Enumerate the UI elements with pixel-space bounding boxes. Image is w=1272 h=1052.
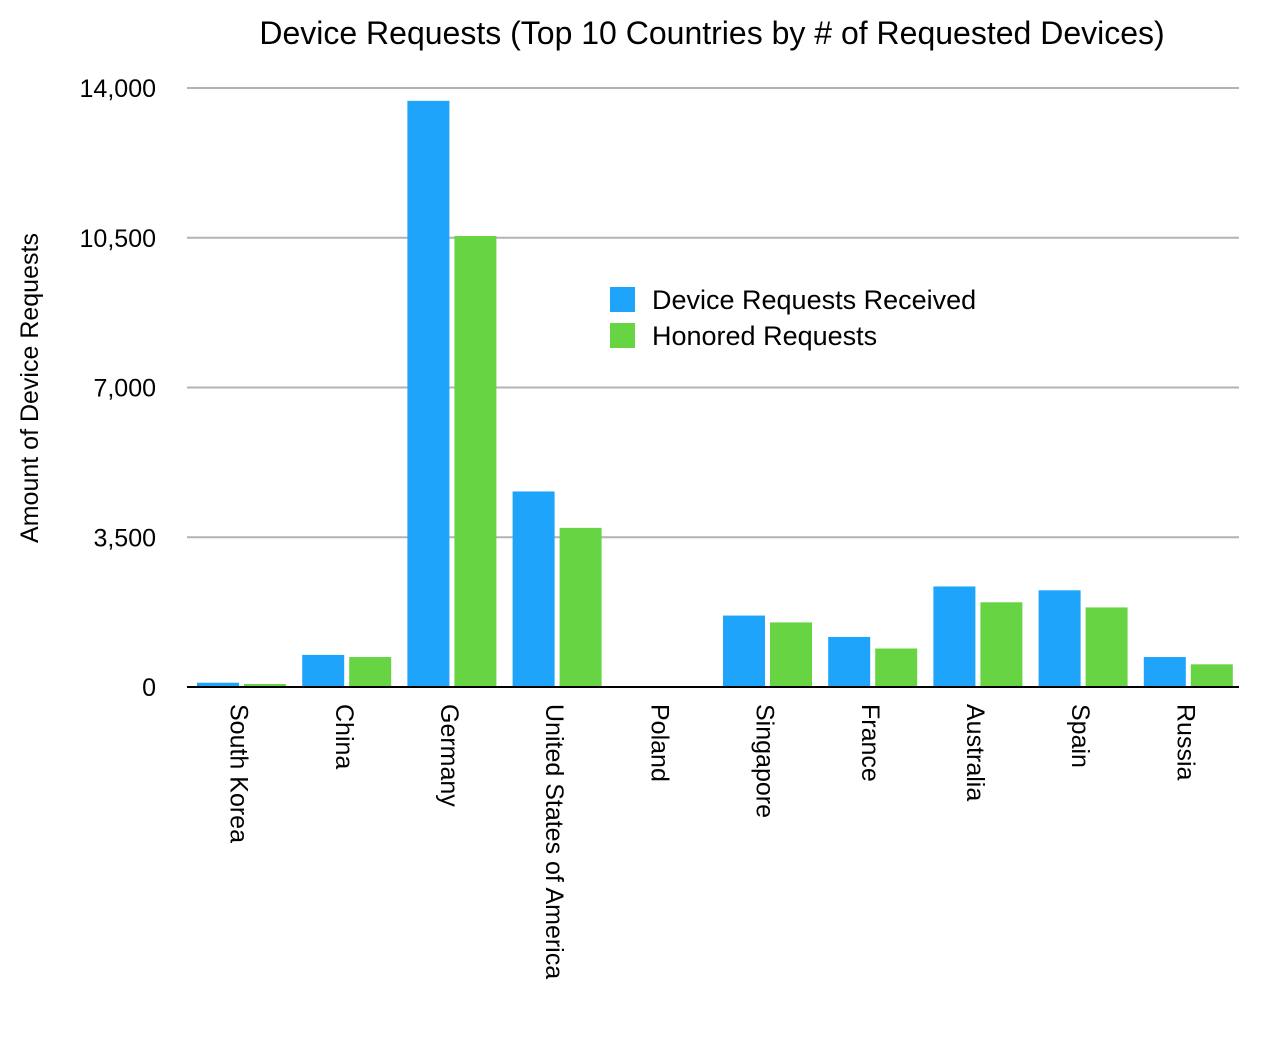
x-tick-label: South Korea	[225, 704, 253, 843]
y-tick-label: 0	[142, 674, 156, 702]
bar	[559, 527, 602, 687]
x-tick-label: Poland	[645, 704, 673, 782]
bar	[828, 636, 871, 687]
bar	[407, 100, 450, 688]
bar	[1143, 657, 1186, 687]
bar	[1038, 590, 1081, 687]
bars	[197, 100, 1233, 688]
y-tick-label: 3,500	[93, 524, 156, 552]
x-tick-label: Spain	[1066, 704, 1094, 768]
chart-title: Device Requests (Top 10 Countries by # o…	[259, 15, 1164, 51]
x-tick-label: United States of America	[540, 704, 568, 979]
x-tick-label: Russia	[1171, 704, 1199, 781]
legend-swatch	[610, 287, 635, 312]
x-tick-label: Singapore	[751, 704, 779, 818]
bar	[454, 236, 497, 687]
y-tick-label: 10,500	[80, 225, 156, 253]
x-tick-label: Germany	[435, 704, 463, 807]
bar	[349, 657, 392, 687]
category-labels: South Korea China Germany United States of …	[225, 704, 1200, 979]
y-axis-label: Amount of Device Requests	[16, 233, 44, 543]
x-tick-label: China	[330, 704, 358, 769]
y-tick-label: 14,000	[80, 75, 156, 103]
x-tick-label: Australia	[961, 704, 989, 801]
bar	[244, 684, 286, 687]
bar	[933, 586, 976, 687]
bar	[1085, 607, 1128, 687]
bar	[302, 654, 345, 687]
bar	[875, 648, 918, 687]
legend-label: Honored Requests	[652, 321, 877, 351]
bar	[1190, 664, 1233, 687]
y-axis-ticks: 0 3,500 7,000 10,500 14,000	[80, 75, 156, 702]
legend: Device Requests Received Honored Requests	[610, 285, 976, 351]
bar	[980, 602, 1023, 687]
x-tick-label: France	[856, 704, 884, 782]
bar	[512, 491, 555, 687]
bar	[770, 622, 812, 687]
bar	[723, 615, 765, 687]
legend-swatch	[610, 323, 635, 348]
bar	[197, 682, 239, 687]
y-tick-label: 7,000	[93, 375, 156, 403]
gridlines	[187, 87, 1239, 539]
legend-label: Device Requests Received	[652, 285, 976, 315]
